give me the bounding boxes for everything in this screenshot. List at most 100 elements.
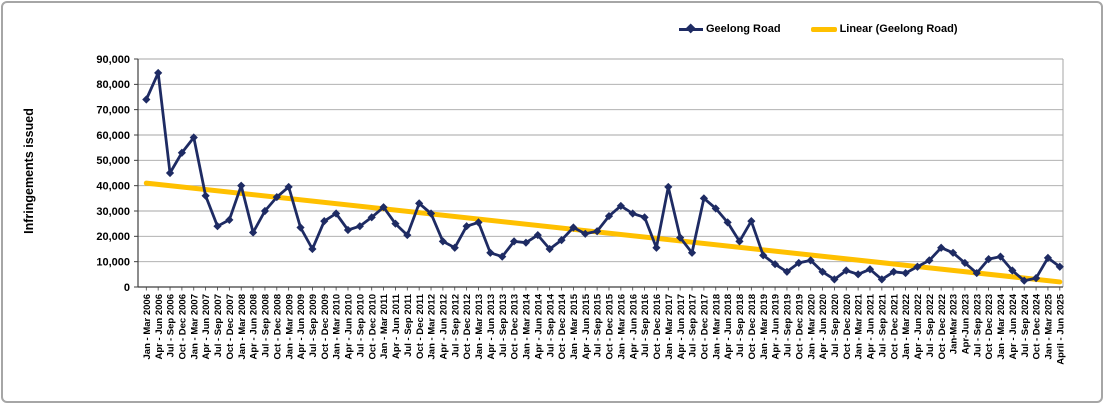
y-tick-label: 70,000 [96,104,130,116]
x-tick-label: Apr - Jun 2017 [676,294,687,359]
series-line [144,71,1062,283]
legend-item-linear-trend: Linear (Geelong Road) [810,23,958,35]
x-tick-label: Jan - Mar 2006 [142,294,153,359]
data-point-marker [201,191,210,200]
data-point-marker [225,215,234,224]
data-point-marker [604,211,614,221]
x-tick-label: Oct - Dec 2024 [1032,293,1043,359]
data-point-marker [296,223,305,232]
data-point-marker [747,217,756,226]
data-point-marker [462,222,471,231]
data-point-marker [343,225,353,235]
trendline-swatch-icon [810,26,837,32]
data-point-marker [533,230,542,240]
data-point-marker [213,222,222,231]
data-point-marker [640,213,649,222]
x-tick-label: Jul - Sep 2021 [877,293,888,357]
data-point-marker [569,223,578,232]
x-tick-label: Jul - Sep 2007 [213,294,224,357]
data-point-marker [284,182,293,192]
data-point-marker [320,217,329,226]
data-point-marker [450,243,459,252]
x-tick-label: Jan - Mar 2022 [901,294,912,359]
data-point-marker [426,209,436,218]
data-point-marker [901,268,910,278]
data-point-marker [735,237,744,246]
x-tick-label: Jan - Mar 2014 [522,293,533,359]
x-tick-label: Jan - Mar 2017 [664,294,675,359]
data-point-marker [593,227,602,236]
data-point-marker [770,260,780,269]
x-tick-label: Jul - Sep 2018 [735,294,746,357]
x-tick-label: April - Jun 2025 [1055,293,1066,364]
x-tick-label: Jul - Sep 2023 [972,294,983,357]
x-tick-label: Jul - Sep 2011 [403,293,414,357]
data-point-marker [877,275,886,284]
y-tick-label: 0 [124,282,130,294]
data-point-marker [403,230,412,240]
x-tick-label: Apr - Jun 2012 [438,294,449,359]
x-tick-label: Apr-Jun 2023 [960,294,971,354]
data-point-marker [782,267,792,276]
x-tick-label: Jan - Mar 2009 [284,294,295,359]
y-axis-title: Infringements issued [22,108,36,234]
x-tick-label: Jul - Sep 2020 [830,294,841,357]
data-point-marker [984,255,993,264]
x-tick-label: Jan - Mar 2019 [759,294,770,359]
data-point-marker [854,270,863,279]
x-tick-label: Jul - Sep 2010 [355,294,366,357]
x-tick-label: Oct - Dec 2023 [984,294,995,359]
x-tick-label: Apr - Jun 2009 [296,294,307,359]
x-tick-label: Jan - Mar 2008 [237,294,248,359]
x-tick-label: Oct - Dec 2011 [415,293,426,359]
data-point-marker [557,236,566,245]
x-tick-label: Oct - Dec 2010 [367,294,378,359]
x-tick-label: Jul - Sep 2009 [308,294,319,357]
data-point-marker [154,68,163,78]
x-tick-label: Jan - Mar 2013 [474,294,485,359]
chart-legend: Geelong Road Linear (Geelong Road) [679,23,958,35]
data-point-marker [1020,276,1029,285]
data-point-marker [509,237,519,246]
x-tick-label: Oct - Dec 2012 [462,294,473,359]
infringements-line-chart: 0 10,000 20,000 30,000 40,000 50,000 60,000 70,… [96,54,1066,365]
data-point-marker [1055,262,1064,271]
data-point-marker [1008,266,1017,275]
x-tick-label: Jul - Sep 2013 [498,294,509,357]
y-tick-label: 60,000 [96,130,130,142]
y-tick-label: 40,000 [96,180,130,192]
x-tick-label: Apr - Jun 2011 [391,293,402,359]
data-point-marker [260,206,270,216]
x-tick-label: Apr - Jun 2019 [771,294,782,359]
y-tick-label: 30,000 [96,206,130,218]
x-tick-label: Oct - Dec 2009 [320,294,331,359]
x-tick-label: Apr - Jun 2024 [1008,293,1019,359]
x-tick-label: Jan - Mar 2012 [427,294,438,359]
data-point-marker [308,244,317,254]
x-tick-label: Apr - Jun 2016 [628,294,639,359]
data-point-marker [415,199,424,208]
line-diamond-marker-icon [679,23,703,35]
x-tick-label: Apr - Jun 2018 [723,294,734,359]
data-point-marker [237,181,246,190]
x-tick-label: Jan - Mar 2007 [189,294,200,359]
x-tick-label: Jul - Sep 2012 [450,294,461,357]
data-point-marker [177,148,186,157]
x-tick-label: Apr - Jun 2008 [249,294,260,359]
data-point-marker [1043,253,1053,262]
data-point-marker [628,209,637,218]
y-tick-label: 20,000 [96,231,130,243]
data-point-marker [272,192,281,202]
x-tick-label: Jul - Sep 2016 [640,294,651,357]
x-tick-label: Jan - Mar 2018 [711,294,722,359]
x-tick-label: Apr - Jun 2006 [154,294,165,359]
x-tick-label: Oct - Dec 2019 [794,294,805,359]
data-point-marker [806,256,815,265]
x-tick-label: Jan - Mar 2016 [616,294,627,359]
data-point-marker [960,258,969,268]
data-point-marker [332,209,341,218]
data-point-marker [189,133,198,142]
trend-line [143,180,1063,285]
data-point-marker [474,218,483,227]
x-tick-label: Apr - Jun 2007 [201,294,212,359]
